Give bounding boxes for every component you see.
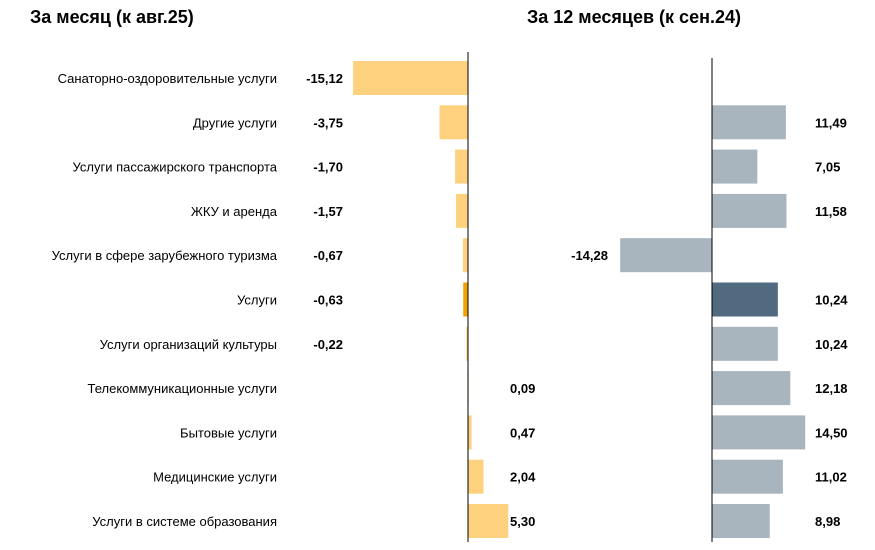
right-bar [712, 326, 778, 361]
category-label: Услуги пассажирского транспорта [73, 160, 278, 175]
left-value-label: -1,57 [313, 204, 343, 219]
left-bar [455, 149, 468, 184]
left-bar [466, 326, 468, 361]
category-label: ЖКУ и аренда [191, 204, 278, 219]
right-chart-title: За 12 месяцев (к сен.24) [527, 7, 741, 27]
right-value-label: 10,24 [815, 293, 848, 308]
category-label: Услуги [237, 293, 277, 308]
category-label: Другие услуги [193, 115, 277, 130]
right-value-label: 12,18 [815, 381, 848, 396]
right-value-label: 11,02 [815, 470, 847, 485]
left-value-label: -0,63 [313, 293, 343, 308]
left-bar [353, 61, 468, 95]
right-bar [712, 415, 806, 450]
left-value-label: -0,67 [313, 248, 343, 263]
right-bar [620, 238, 712, 273]
left-value-label: -3,75 [313, 115, 343, 130]
left-value-label: -0,22 [313, 337, 343, 352]
category-label: Санаторно-оздоровительные услуги [58, 71, 277, 86]
right-bar [712, 105, 786, 140]
right-bar [712, 282, 778, 317]
right-bar [712, 504, 770, 538]
left-bar [439, 105, 468, 140]
right-value-label: 11,58 [815, 204, 847, 219]
category-label: Услуги в системе образования [92, 514, 277, 529]
left-chart-title: За месяц (к авг.25) [30, 7, 194, 27]
left-value-label: 5,30 [510, 514, 535, 529]
left-bar [468, 504, 509, 538]
right-bar [712, 459, 783, 494]
right-value-label: 8,98 [815, 514, 840, 529]
left-bar [462, 238, 468, 273]
right-value-label: 7,05 [815, 160, 840, 175]
category-label: Медицинские услуги [153, 470, 277, 485]
right-bar [712, 149, 758, 184]
left-value-label: 2,04 [510, 470, 536, 485]
category-label: Телекоммуникационные услуги [88, 381, 277, 396]
left-value-label: 0,47 [510, 425, 535, 440]
right-value-label: 11,49 [815, 115, 847, 130]
left-value-label: 0,09 [510, 381, 535, 396]
right-bar [712, 193, 787, 228]
right-bar [712, 371, 791, 406]
right-value-label: 10,24 [815, 337, 848, 352]
category-label: Бытовые услуги [180, 425, 277, 440]
left-bar [468, 415, 472, 450]
left-bar [468, 459, 484, 494]
left-value-label: -15,12 [306, 71, 343, 86]
right-value-label: 14,50 [815, 425, 848, 440]
right-value-label: -14,28 [571, 248, 608, 263]
left-bar [456, 193, 468, 228]
left-value-label: -1,70 [313, 160, 343, 175]
category-label: Услуги организаций культуры [100, 337, 277, 352]
category-label: Услуги в сфере зарубежного туризма [52, 248, 278, 263]
left-bar [463, 282, 468, 317]
